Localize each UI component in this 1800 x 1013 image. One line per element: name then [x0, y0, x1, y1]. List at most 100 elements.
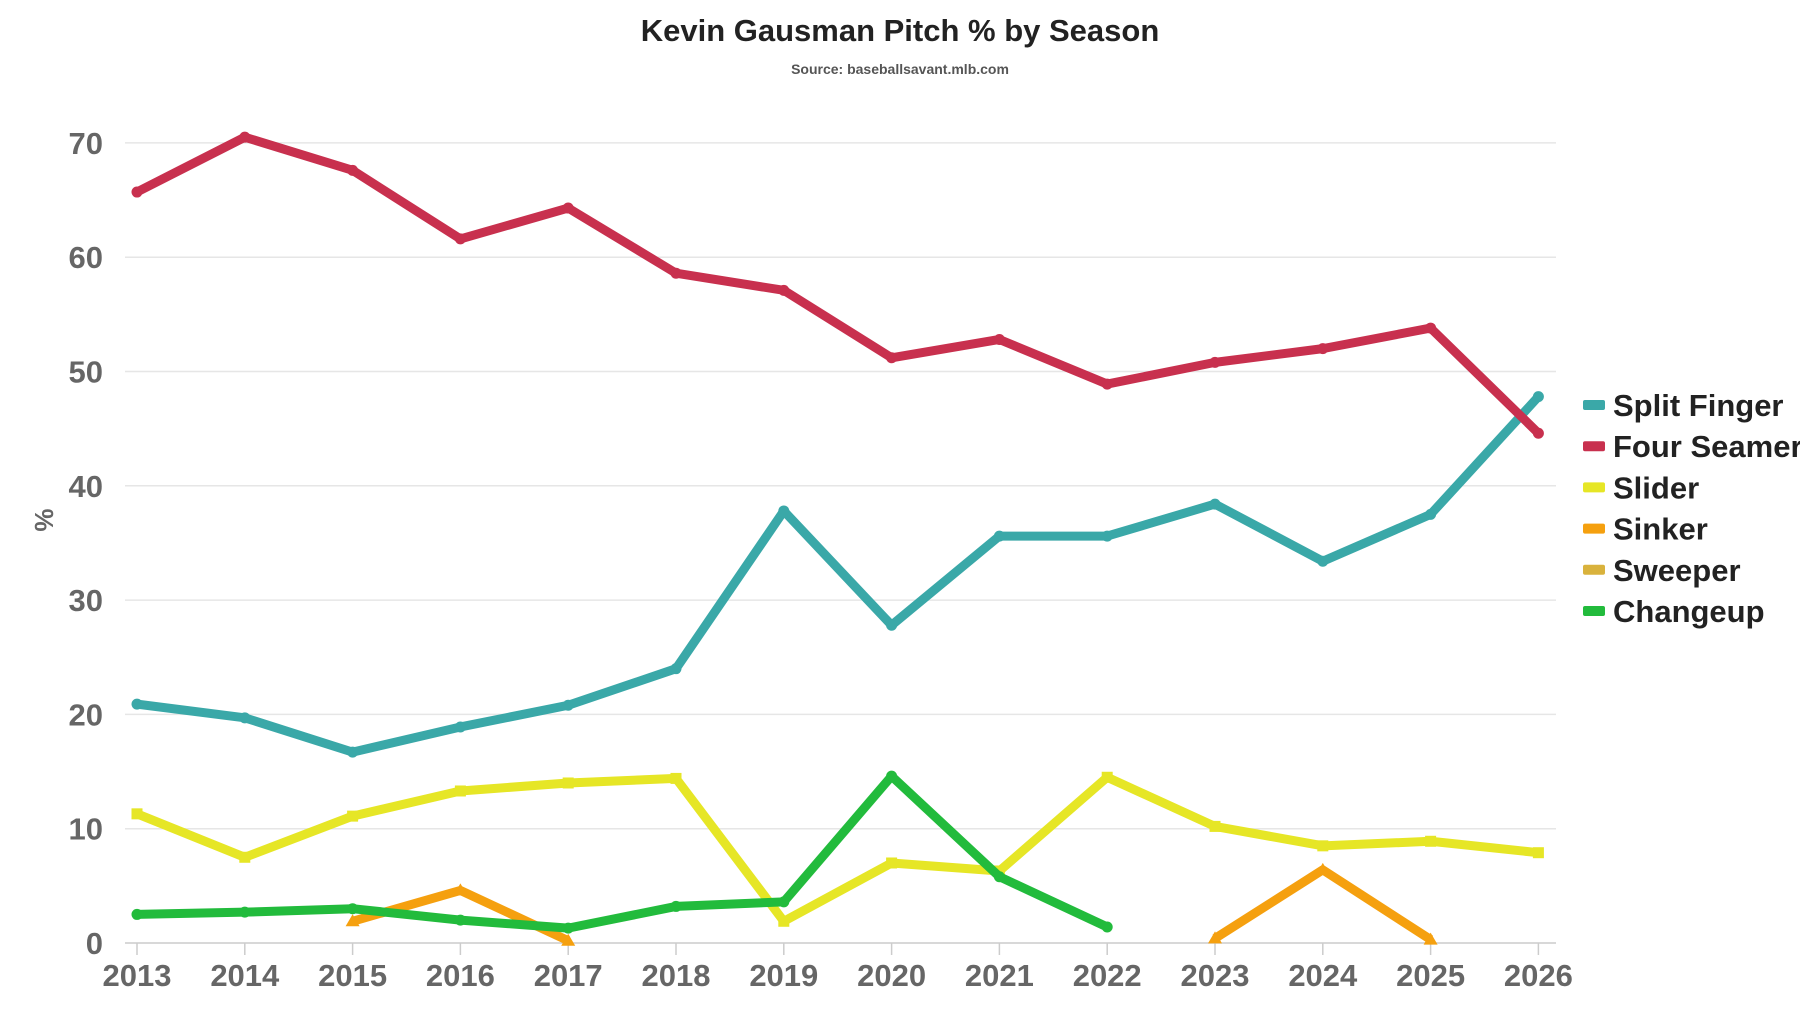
x-tick-label: 2018: [642, 958, 711, 993]
legend-swatch: [1583, 441, 1605, 452]
series-line: [134, 132, 1542, 437]
data-point: [131, 698, 143, 710]
legend-swatch: [1583, 523, 1605, 534]
data-point: [347, 810, 359, 822]
data-point: [1317, 343, 1329, 355]
y-tick-label: 70: [69, 126, 103, 161]
x-tick-label: 2023: [1181, 958, 1250, 993]
data-point: [778, 896, 790, 908]
data-point: [131, 186, 143, 198]
data-point: [993, 333, 1005, 345]
data-point: [1425, 322, 1437, 334]
series-line: [136, 771, 1110, 933]
legend-swatch: [1583, 564, 1605, 575]
legend-label: Slider: [1613, 470, 1699, 505]
x-tick-label: 2025: [1396, 958, 1465, 993]
x-tick-label: 2022: [1073, 958, 1142, 993]
y-tick-label: 50: [69, 355, 103, 390]
series-line: [136, 393, 1542, 757]
data-point: [562, 777, 574, 789]
series-line: [1212, 865, 1434, 944]
data-point: [239, 131, 251, 143]
x-tick-label: 2014: [210, 958, 280, 993]
data-point: [1532, 847, 1544, 859]
data-point: [1208, 931, 1222, 944]
data-point: [993, 871, 1005, 883]
chart-subtitle: Source: baseballsavant.mlb.com: [791, 61, 1009, 77]
data-point: [1209, 498, 1221, 510]
data-point: [1101, 771, 1113, 783]
data-point: [453, 883, 468, 896]
legend-item-sinker: Sinker: [1583, 512, 1708, 547]
legend-swatch: [1583, 482, 1605, 493]
data-point: [562, 699, 574, 711]
x-tick-label: 2020: [857, 958, 926, 993]
series-lines: [131, 131, 1544, 946]
data-point: [1101, 530, 1113, 542]
x-tick-label: 2019: [749, 958, 818, 993]
y-axis-title: %: [29, 508, 59, 531]
series-changeup: [131, 770, 1113, 934]
data-point: [454, 233, 466, 245]
legend-item-sweeper: Sweeper: [1583, 553, 1741, 588]
data-point: [347, 903, 359, 915]
x-tick-label: 2015: [318, 958, 387, 993]
x-tick-label: 2017: [534, 958, 603, 993]
y-tick-label: 10: [69, 812, 103, 847]
y-tick-label: 20: [69, 697, 103, 732]
legend-label: Sweeper: [1613, 553, 1741, 588]
data-point: [131, 908, 143, 920]
data-point: [239, 712, 251, 724]
data-point: [454, 721, 466, 733]
data-point: [778, 284, 790, 296]
legend-item-split-finger: Split Finger: [1583, 388, 1784, 423]
data-point: [1101, 378, 1113, 390]
series-slider: [131, 771, 1544, 927]
y-tick-label: 0: [86, 926, 103, 961]
chart-title: Kevin Gausman Pitch % by Season: [641, 13, 1160, 48]
data-point: [1532, 427, 1544, 439]
data-point: [886, 352, 898, 364]
series-four-seamer: [131, 131, 1544, 439]
x-tick-label: 2024: [1288, 958, 1358, 993]
data-point: [561, 933, 576, 946]
series-split-finger: [131, 391, 1544, 758]
data-point: [454, 914, 466, 926]
data-point: [778, 505, 790, 517]
data-point: [778, 915, 790, 927]
data-point: [1425, 508, 1437, 520]
legend-label: Changeup: [1613, 594, 1765, 629]
data-point: [1423, 932, 1438, 945]
data-point: [886, 619, 898, 631]
legend-swatch: [1583, 606, 1605, 616]
data-point: [1317, 555, 1329, 567]
data-point: [1425, 835, 1437, 847]
data-point: [131, 808, 143, 820]
data-point: [670, 663, 682, 675]
data-point: [670, 267, 682, 279]
data-point: [886, 770, 898, 782]
legend-item-changeup: Changeup: [1583, 594, 1765, 629]
x-tick-label: 2013: [103, 958, 172, 993]
data-point: [1315, 862, 1330, 875]
data-point: [670, 900, 682, 912]
data-point: [562, 202, 574, 214]
data-point: [1209, 356, 1221, 368]
series-sinker: [345, 862, 1438, 946]
legend: Split Finger Four Seamer Slider Sinker Sweep…: [1583, 388, 1800, 629]
data-point: [239, 851, 251, 863]
data-point: [1532, 391, 1544, 403]
axes: 0 10 20 30 40 50 60 70 2013 2014 2015 2016 2017 2018 2…: [69, 126, 1573, 993]
data-point: [239, 906, 251, 918]
legend-label: Split Finger: [1613, 388, 1784, 423]
data-point: [347, 164, 359, 176]
gridlines: [125, 142, 1556, 830]
data-point: [1317, 840, 1329, 852]
y-tick-label: 30: [69, 583, 103, 618]
y-tick-label: 40: [69, 469, 103, 504]
x-tick-label: 2026: [1504, 958, 1573, 993]
data-point: [345, 914, 360, 927]
legend-item-slider: Slider: [1583, 470, 1699, 505]
y-tick-label: 60: [69, 240, 103, 275]
